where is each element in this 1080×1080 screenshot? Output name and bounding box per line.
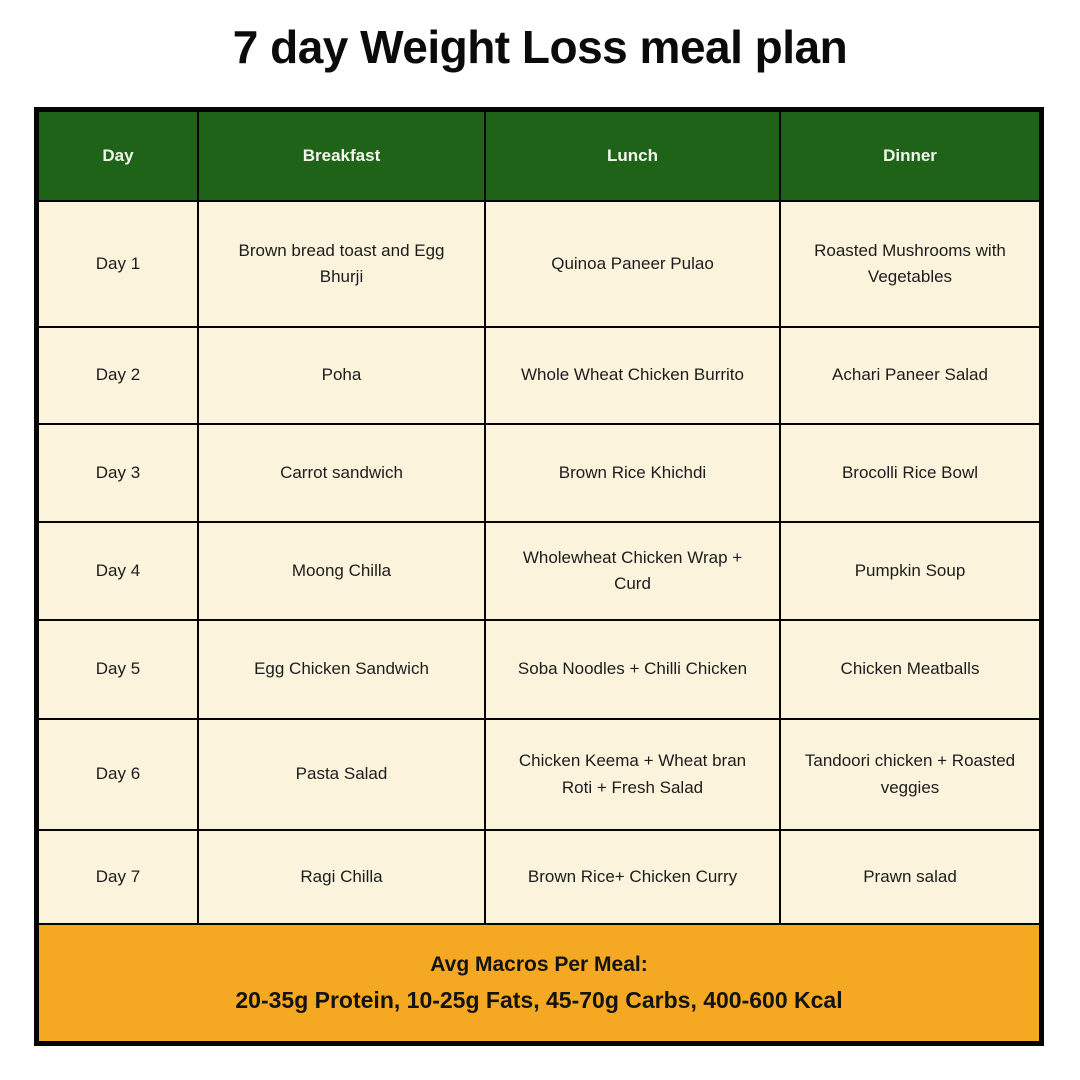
cell-day: Day 5 bbox=[38, 620, 198, 719]
cell-day: Day 1 bbox=[38, 201, 198, 327]
column-header-day: Day bbox=[38, 111, 198, 201]
cell-day: Day 6 bbox=[38, 719, 198, 830]
cell-lunch: Whole Wheat Chicken Burrito bbox=[485, 327, 780, 424]
cell-dinner: Pumpkin Soup bbox=[780, 522, 1040, 620]
cell-lunch: Chicken Keema + Wheat bran Roti + Fresh … bbox=[485, 719, 780, 830]
cell-breakfast: Carrot sandwich bbox=[198, 424, 485, 522]
macros-heading: Avg Macros Per Meal: bbox=[430, 952, 648, 976]
cell-breakfast: Moong Chilla bbox=[198, 522, 485, 620]
cell-dinner: Prawn salad bbox=[780, 830, 1040, 924]
cell-dinner: Achari Paneer Salad bbox=[780, 327, 1040, 424]
cell-day: Day 3 bbox=[38, 424, 198, 522]
cell-lunch: Soba Noodles + Chilli Chicken bbox=[485, 620, 780, 719]
macros-details: 20-35g Protein, 10-25g Fats, 45-70g Carb… bbox=[235, 986, 843, 1013]
meal-plan-table: Day Breakfast Lunch Dinner Day 1 Brown br… bbox=[34, 107, 1044, 1046]
column-header-lunch: Lunch bbox=[485, 111, 780, 201]
cell-breakfast: Egg Chicken Sandwich bbox=[198, 620, 485, 719]
column-header-breakfast: Breakfast bbox=[198, 111, 485, 201]
cell-day: Day 4 bbox=[38, 522, 198, 620]
cell-dinner: Tandoori chicken + Roasted veggies bbox=[780, 719, 1040, 830]
cell-dinner: Chicken Meatballs bbox=[780, 620, 1040, 719]
macros-footer: Avg Macros Per Meal: 20-35g Protein, 10-… bbox=[38, 924, 1040, 1042]
cell-breakfast: Poha bbox=[198, 327, 485, 424]
cell-dinner: Roasted Mushrooms with Vegetables bbox=[780, 201, 1040, 327]
column-header-dinner: Dinner bbox=[780, 111, 1040, 201]
cell-dinner: Brocolli Rice Bowl bbox=[780, 424, 1040, 522]
cell-lunch: Brown Rice+ Chicken Curry bbox=[485, 830, 780, 924]
cell-breakfast: Pasta Salad bbox=[198, 719, 485, 830]
page-title: 7 day Weight Loss meal plan bbox=[232, 21, 848, 73]
cell-lunch: Brown Rice Khichdi bbox=[485, 424, 780, 522]
cell-breakfast: Ragi Chilla bbox=[198, 830, 485, 924]
cell-day: Day 2 bbox=[38, 327, 198, 424]
cell-lunch: Quinoa Paneer Pulao bbox=[485, 201, 780, 327]
cell-day: Day 7 bbox=[38, 830, 198, 924]
cell-lunch: Wholewheat Chicken Wrap + Curd bbox=[485, 522, 780, 620]
cell-breakfast: Brown bread toast and Egg Bhurji bbox=[198, 201, 485, 327]
